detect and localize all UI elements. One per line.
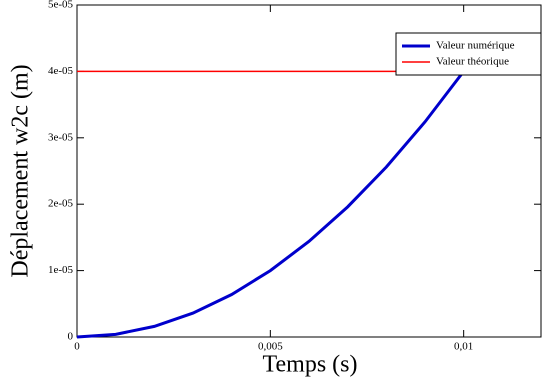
x-tick-label: 0,005 [258, 341, 283, 353]
x-tick-label: 0 [74, 341, 80, 353]
y-axis-label: Déplacement w2c (m) [8, 64, 34, 277]
y-tick-label: 4e-05 [48, 65, 74, 77]
line-series [76, 69, 541, 339]
y-tick-label: 3e-05 [48, 131, 74, 143]
plot-frame [76, 4, 542, 338]
y-tick-label: 1e-05 [48, 264, 74, 276]
legend-box [395, 32, 542, 76]
y-tick-label: 5e-05 [48, 0, 74, 11]
x-tick-label: 0,01 [454, 341, 473, 353]
y-tick-label: 0 [68, 331, 74, 343]
legend-label: Valeur théorique [436, 56, 509, 68]
legend-label: Valeur numérique [436, 40, 515, 52]
x-axis-label: Temps (s) [263, 352, 358, 378]
y-tick-label: 2e-05 [48, 198, 74, 210]
